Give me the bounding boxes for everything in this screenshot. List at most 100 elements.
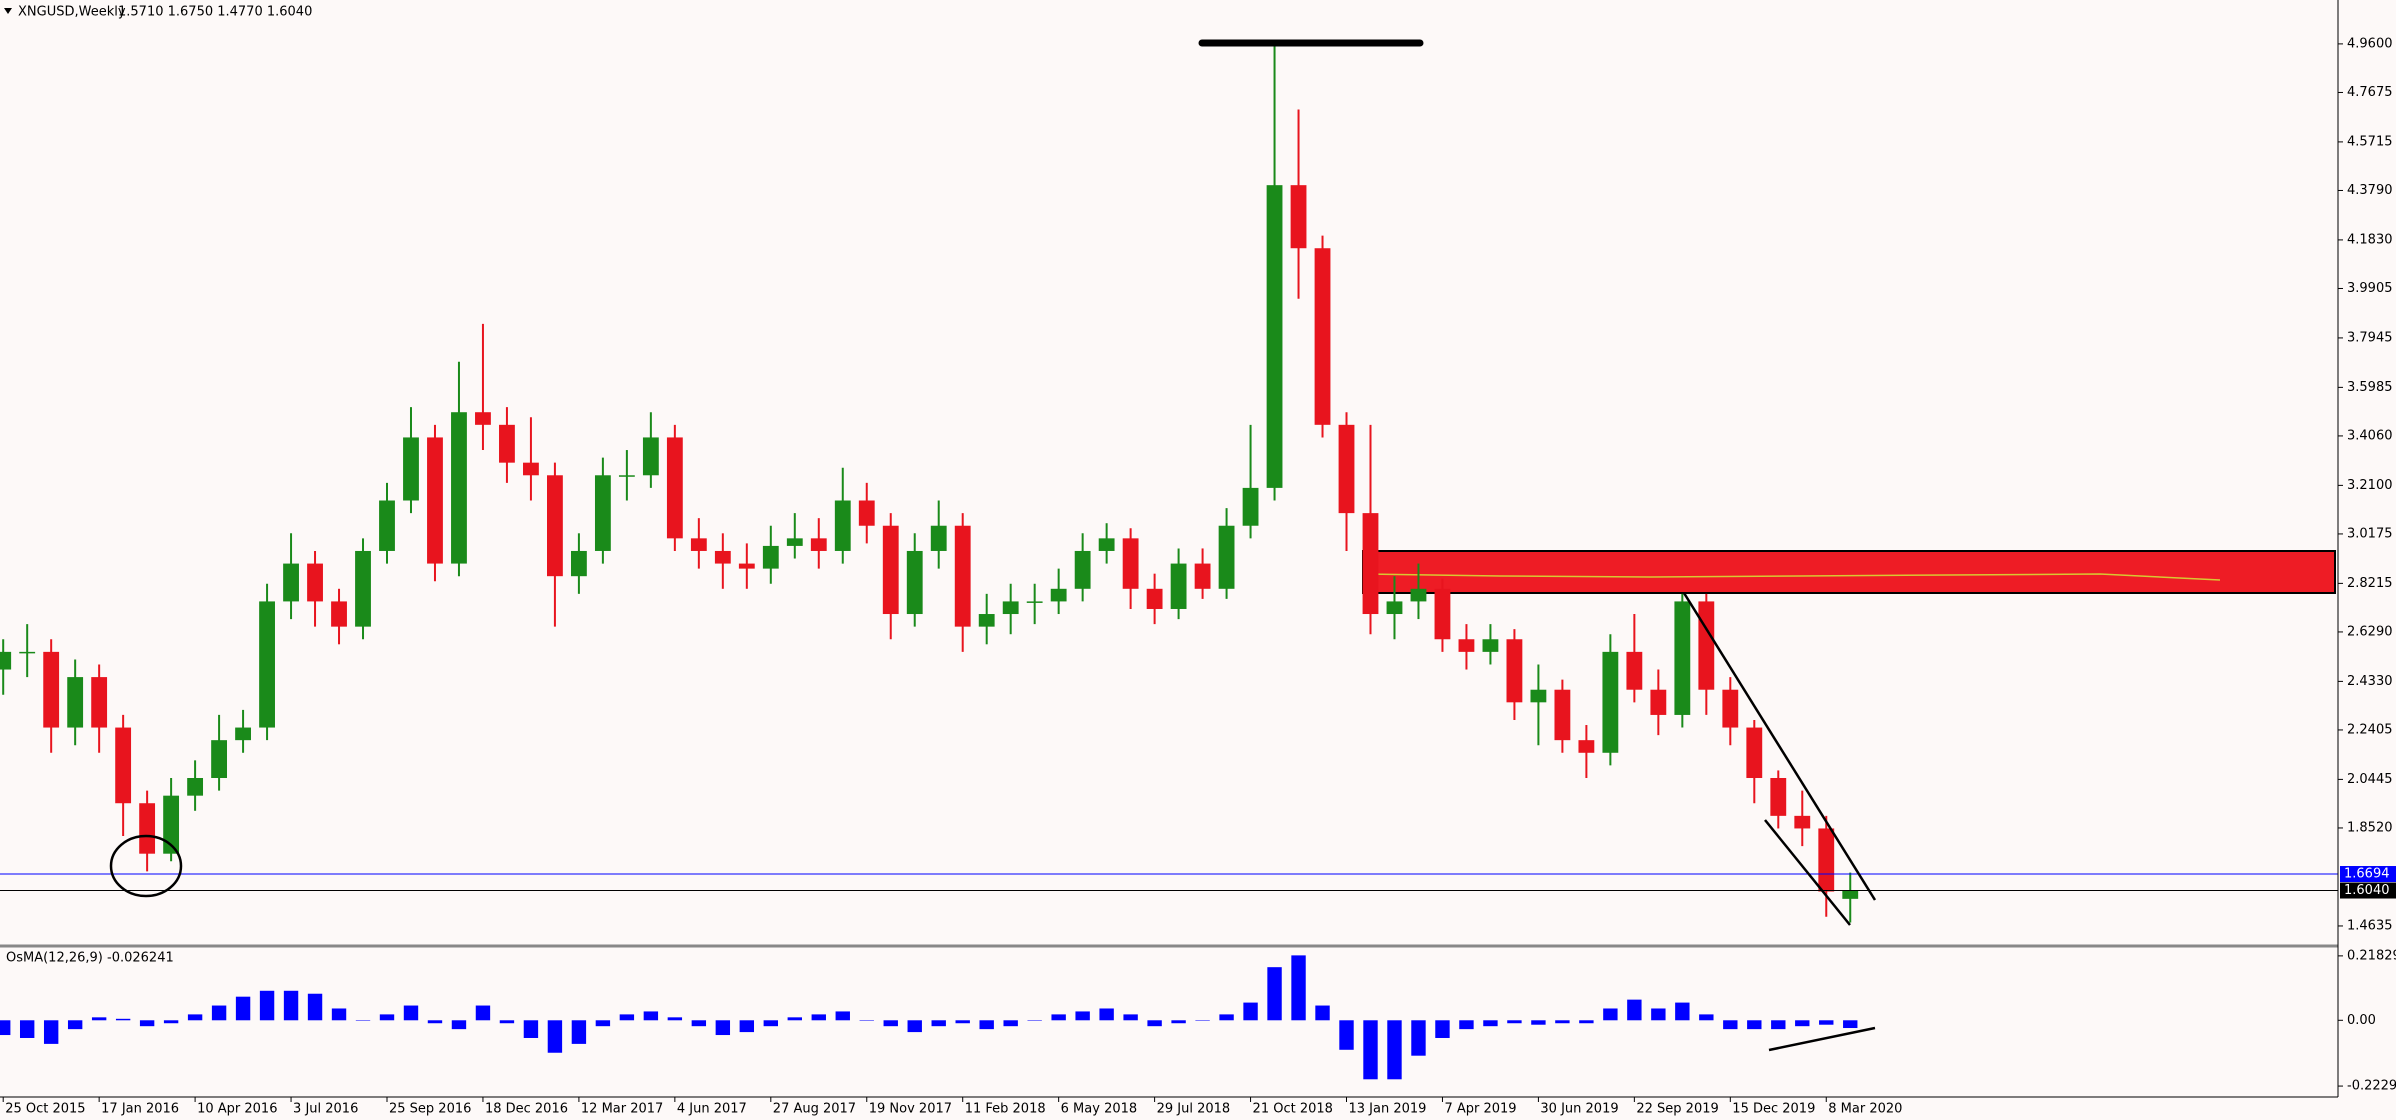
price-label-box bbox=[2340, 882, 2396, 899]
candle-body bbox=[882, 525, 899, 615]
osma-bar bbox=[547, 1020, 563, 1053]
x-tick-label: 29 Jul 2018 bbox=[1157, 1102, 1231, 1117]
menu-arrow[interactable] bbox=[4, 8, 12, 14]
osma-bar bbox=[1699, 1014, 1714, 1021]
candle-body bbox=[1818, 828, 1835, 892]
bottom-circle[interactable] bbox=[109, 834, 183, 898]
osma-bar bbox=[979, 1020, 994, 1030]
candle-body bbox=[666, 437, 683, 539]
candle-body bbox=[1554, 689, 1571, 741]
candle-body bbox=[1842, 890, 1859, 899]
osma-bar bbox=[691, 1020, 707, 1027]
y-tick-label: 2.0445 bbox=[2347, 772, 2393, 787]
osma-bar bbox=[1771, 1020, 1786, 1030]
osma-bar bbox=[1147, 1020, 1162, 1027]
osma-bar bbox=[1099, 1008, 1114, 1021]
osma-bar bbox=[1291, 955, 1306, 1021]
candle-body bbox=[1626, 651, 1643, 690]
candle-body bbox=[139, 803, 156, 854]
candle-body bbox=[1578, 740, 1595, 753]
candle-body bbox=[858, 500, 875, 526]
osma-bar bbox=[1315, 1005, 1330, 1021]
y-tick-label: 3.0175 bbox=[2347, 526, 2393, 541]
candle-body bbox=[1002, 601, 1019, 615]
y-tick-label: 3.4060 bbox=[2347, 428, 2393, 443]
candle-body bbox=[1338, 424, 1355, 514]
x-tick-label: 25 Sep 2016 bbox=[389, 1102, 471, 1117]
candle-body bbox=[235, 727, 251, 741]
candle-body bbox=[1746, 727, 1763, 779]
candle-body bbox=[786, 538, 803, 546]
osma-bar bbox=[1267, 967, 1282, 1021]
candle-body bbox=[307, 563, 323, 602]
osma-bar bbox=[763, 1020, 779, 1027]
candle-body bbox=[1266, 185, 1283, 488]
chart-title: XNGUSD,Weekly bbox=[18, 5, 126, 20]
x-tick-label: 15 Dec 2019 bbox=[1732, 1102, 1815, 1117]
osma-bar bbox=[427, 1020, 443, 1024]
candle-body bbox=[163, 795, 180, 854]
osma-bar bbox=[451, 1020, 467, 1030]
x-tick-label: 7 Apr 2019 bbox=[1444, 1102, 1516, 1117]
trend-line[interactable] bbox=[1682, 592, 1877, 901]
x-tick-label: 22 Sep 2019 bbox=[1636, 1102, 1718, 1117]
x-tick-label: 12 Mar 2017 bbox=[581, 1102, 663, 1117]
candle-body bbox=[1146, 588, 1163, 609]
y-tick-label: 2.8215 bbox=[2347, 576, 2393, 591]
osma-bar bbox=[619, 1014, 635, 1021]
candle-body bbox=[1722, 689, 1739, 728]
x-tick-label: 4 Jun 2017 bbox=[677, 1102, 747, 1117]
osma-bar bbox=[1051, 1014, 1066, 1021]
candle-body bbox=[1530, 689, 1547, 703]
y-tick-label: 4.3790 bbox=[2347, 183, 2393, 198]
resistance-zone[interactable] bbox=[1362, 550, 2336, 594]
y-tick-label: 4.1830 bbox=[2347, 232, 2393, 247]
y-tick-label: 3.9905 bbox=[2347, 281, 2393, 296]
osma-bar bbox=[163, 1020, 179, 1024]
candle-body bbox=[379, 500, 395, 551]
osma-bar bbox=[1843, 1020, 1858, 1029]
candle-body bbox=[546, 475, 563, 577]
trend-line[interactable] bbox=[1764, 819, 1851, 926]
candle-body bbox=[1362, 513, 1379, 615]
osma-bar bbox=[1219, 1014, 1234, 1021]
candle-body bbox=[499, 424, 515, 463]
osma-bar bbox=[643, 1011, 659, 1021]
candle-body bbox=[1194, 563, 1211, 589]
osma-bar bbox=[523, 1020, 539, 1038]
candle-body bbox=[1026, 601, 1043, 603]
divergence-line[interactable] bbox=[1768, 1026, 1876, 1052]
osma-bar bbox=[931, 1020, 946, 1027]
osma-bar bbox=[1243, 1002, 1258, 1021]
osma-bar bbox=[403, 1005, 419, 1021]
x-tick-label: 30 Jun 2019 bbox=[1540, 1102, 1618, 1117]
price-label: 1.6694 bbox=[2344, 867, 2390, 882]
candle-body bbox=[259, 601, 275, 728]
osma-bar bbox=[1651, 1008, 1666, 1021]
osma-bar bbox=[43, 1020, 59, 1044]
candle-body bbox=[594, 475, 611, 551]
candle-body bbox=[523, 462, 539, 476]
candle-body bbox=[475, 412, 491, 425]
candle-body bbox=[403, 437, 419, 501]
x-tick-label: 3 Jul 2016 bbox=[293, 1102, 358, 1117]
osma-bar bbox=[1411, 1020, 1426, 1056]
candle-body bbox=[211, 740, 228, 779]
candle-body bbox=[762, 545, 779, 569]
candle-body bbox=[283, 563, 299, 602]
y-tick-label: 0.218297 bbox=[2347, 948, 2396, 963]
osma-bar bbox=[1195, 1020, 1210, 1021]
osma-bar bbox=[355, 1020, 371, 1021]
osma-bar bbox=[0, 1020, 11, 1036]
candle-body bbox=[1602, 651, 1619, 753]
osma-bar bbox=[235, 996, 251, 1021]
y-tick-label: 1.8520 bbox=[2347, 820, 2393, 835]
indicator-title: OsMA(12,26,9) -0.026241 bbox=[6, 951, 174, 966]
osma-bar bbox=[1003, 1020, 1018, 1027]
osma-bar bbox=[715, 1020, 731, 1036]
osma-bar bbox=[115, 1018, 131, 1021]
candle-body bbox=[1074, 550, 1091, 589]
osma-bar bbox=[1627, 999, 1642, 1021]
candle-body bbox=[1314, 248, 1331, 425]
drawings-over bbox=[109, 39, 1877, 1052]
